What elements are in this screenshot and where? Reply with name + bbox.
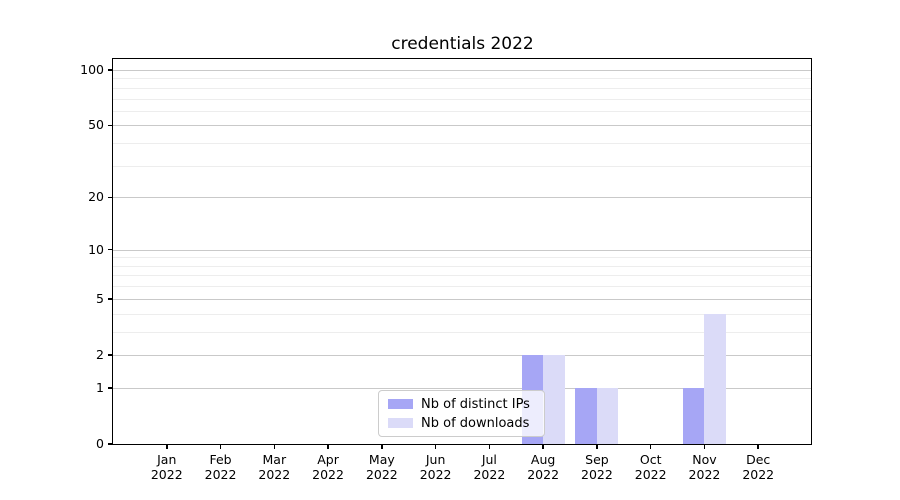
y-tick-mark <box>108 124 113 127</box>
x-axis-tick-label: Jun 2022 <box>419 452 452 482</box>
y-tick-mark <box>108 298 113 300</box>
major-gridline <box>113 70 812 71</box>
minor-gridline <box>113 87 812 89</box>
legend-swatch-distinct-ips <box>388 399 413 409</box>
x-tick-mark <box>703 445 706 449</box>
legend-label-downloads: Nb of downloads <box>421 415 530 431</box>
bar-downloads-sep <box>596 387 619 444</box>
legend-entry-distinct-ips: Nb of distinct IPs <box>388 397 535 412</box>
major-gridline <box>113 354 812 356</box>
minor-gridline <box>113 165 812 167</box>
x-tick-mark <box>327 445 329 449</box>
x-axis-tick-label: Sep 2022 <box>581 452 613 482</box>
x-tick-mark <box>273 445 276 449</box>
major-gridline <box>113 125 812 127</box>
minor-gridline <box>113 286 812 288</box>
major-gridline <box>113 249 812 251</box>
x-tick-mark <box>219 445 222 449</box>
major-gridline <box>113 298 812 300</box>
bar-downloads-aug <box>543 354 565 444</box>
y-axis-tick-label: 50 <box>88 117 104 133</box>
x-tick-mark <box>381 445 383 449</box>
minor-gridline <box>113 257 812 259</box>
y-tick-mark <box>108 354 113 356</box>
minor-gridline <box>113 78 812 80</box>
y-tick-mark <box>108 69 113 71</box>
x-axis-tick-label: Aug 2022 <box>527 452 560 482</box>
minor-gridline <box>113 265 812 267</box>
x-axis-tick-label: Feb 2022 <box>204 452 237 482</box>
x-tick-mark <box>596 445 598 449</box>
x-axis-tick-label: Jan 2022 <box>150 452 183 482</box>
minor-gridline <box>113 143 812 145</box>
x-axis-tick-label: May 2022 <box>365 452 398 482</box>
legend-label-distinct-ips: Nb of distinct IPs <box>421 396 530 412</box>
y-axis-tick-label: 1 <box>96 379 104 395</box>
y-axis-tick-label: 100 <box>80 62 104 77</box>
minor-gridline <box>113 98 812 100</box>
y-tick-mark <box>108 443 113 445</box>
bar-distinct-ips-sep <box>575 387 597 444</box>
y-axis-tick-label: 2 <box>96 346 104 362</box>
y-axis-tick-label: 0 <box>96 436 104 451</box>
x-tick-mark <box>488 445 491 449</box>
legend-entry-downloads: Nb of downloads <box>388 416 535 431</box>
major-gridline <box>113 197 812 199</box>
minor-gridline <box>113 313 812 315</box>
x-axis-tick-label: Oct 2022 <box>634 452 667 482</box>
x-tick-mark <box>649 445 652 449</box>
y-tick-mark <box>108 196 113 199</box>
y-axis-tick-label: 20 <box>88 189 104 205</box>
minor-gridline <box>113 110 812 112</box>
legend: Nb of distinct IPs Nb of downloads <box>378 390 545 437</box>
x-tick-mark <box>542 445 544 449</box>
bar-distinct-ips-nov <box>682 387 705 444</box>
y-tick-mark <box>108 387 113 389</box>
x-axis-tick-label: Nov 2022 <box>688 452 721 482</box>
y-axis-tick-label: 10 <box>88 241 104 257</box>
x-axis-tick-label: Dec 2022 <box>742 452 775 482</box>
y-axis-tick-label: 5 <box>96 290 104 306</box>
chart-title: credentials 2022 <box>391 34 534 54</box>
legend-swatch-downloads <box>388 418 413 428</box>
x-axis-tick-label: Mar 2022 <box>258 452 291 482</box>
minor-gridline <box>113 275 812 277</box>
bar-downloads-nov <box>704 313 726 444</box>
major-gridline <box>113 387 812 389</box>
minor-gridline <box>113 331 812 333</box>
x-axis-tick-label: Apr 2022 <box>312 452 344 482</box>
x-tick-mark <box>757 445 759 449</box>
x-tick-mark <box>434 445 437 449</box>
y-tick-mark <box>108 248 113 251</box>
x-axis-tick-label: Jul 2022 <box>473 452 506 482</box>
x-tick-mark <box>166 445 168 449</box>
